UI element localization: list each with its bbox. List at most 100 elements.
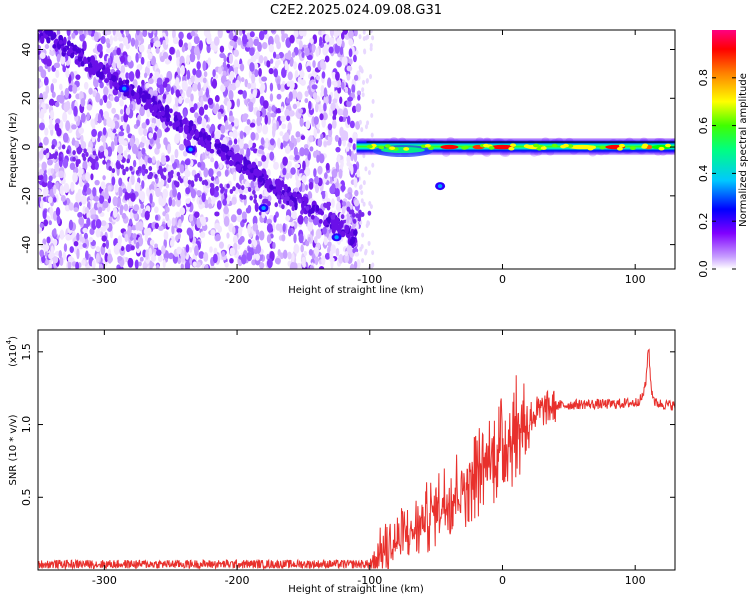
signal-core: [629, 146, 636, 151]
noise-blob: [50, 168, 55, 175]
noise-blob: [341, 56, 348, 66]
noise-blob: [371, 162, 375, 168]
noise-blob: [212, 69, 216, 78]
noise-blob: [151, 156, 156, 164]
noise-blob: [113, 55, 120, 64]
noise-blob: [72, 84, 78, 94]
signal-core: [658, 146, 665, 151]
noise-blob: [336, 195, 341, 202]
noise-blob: [348, 48, 353, 58]
noise-blob: [117, 90, 122, 98]
noise-blob: [96, 43, 103, 53]
noise-blob: [252, 239, 258, 248]
track-blob: [353, 229, 358, 236]
noise-blob: [236, 98, 241, 108]
noise-blob: [261, 155, 267, 162]
noise-blob: [355, 120, 361, 130]
noise-blob: [334, 134, 340, 142]
noise-blob: [189, 159, 194, 167]
track-blob: [164, 111, 170, 119]
noise-blob: [134, 259, 139, 269]
noise-blob: [349, 263, 355, 269]
noise-blob: [203, 199, 209, 209]
noise-blob: [318, 266, 325, 269]
noise-blob: [361, 92, 365, 98]
snr-multiplier-exp: 4: [5, 339, 13, 344]
noise-blob: [155, 117, 161, 128]
noise-blob: [114, 184, 119, 193]
noise-blob: [174, 133, 181, 144]
noise-blob: [233, 138, 238, 145]
noise-blob: [196, 190, 202, 196]
noise-blob: [309, 146, 314, 152]
noise-blob: [333, 30, 339, 38]
noise-blob: [55, 69, 60, 79]
noise-blob: [287, 251, 292, 260]
noise-blob: [328, 94, 332, 105]
track-blob: [151, 96, 156, 103]
noise-blob: [315, 75, 321, 81]
noise-blob: [171, 217, 176, 227]
noise-blob: [159, 84, 165, 95]
noise-blob: [323, 95, 329, 106]
noise-blob: [185, 187, 191, 195]
noise-blob: [232, 129, 238, 140]
noise-blob: [269, 82, 274, 92]
noise-blob: [339, 46, 344, 56]
track-blob: [272, 188, 277, 195]
noise-blob: [69, 162, 76, 171]
noise-blob: [293, 233, 297, 244]
noise-blob: [58, 170, 65, 179]
x-tick-label: 0: [499, 574, 506, 587]
noise-blob: [257, 149, 264, 155]
noise-blob: [304, 98, 309, 104]
noise-blob: [172, 30, 176, 40]
track-blob: [137, 166, 142, 172]
noise-blob: [363, 48, 367, 54]
noise-blob: [136, 119, 141, 127]
noise-blob: [323, 102, 327, 112]
noise-blob: [299, 147, 305, 157]
noise-blob: [210, 229, 216, 236]
noise-blob: [316, 154, 320, 163]
noise-blob: [325, 162, 330, 171]
y-tick-label: -40: [20, 236, 33, 254]
noise-blob: [39, 81, 44, 88]
noise-blob: [146, 187, 150, 197]
noise-blob: [248, 104, 254, 113]
noise-blob: [354, 251, 360, 257]
noise-blob: [343, 107, 349, 118]
snr-line: [38, 348, 675, 570]
track-blob: [305, 205, 310, 211]
colorbar-tick-label: 0.4: [697, 165, 710, 183]
track-blob: [111, 75, 117, 82]
track-blob: [290, 201, 295, 207]
noise-blob: [91, 128, 98, 138]
noise-blob: [224, 169, 229, 177]
noise-blob: [146, 60, 151, 68]
track-blob: [214, 138, 220, 144]
noise-blob: [148, 247, 152, 257]
noise-blob: [246, 147, 251, 158]
noise-blob: [146, 227, 152, 236]
track-blob: [125, 166, 129, 172]
noise-blob: [123, 150, 128, 159]
x-tick-label: -300: [92, 574, 117, 587]
noise-blob: [95, 218, 102, 229]
track-blob: [141, 94, 147, 103]
track-blob: [181, 118, 186, 125]
track-blob: [194, 129, 200, 139]
noise-blob: [337, 86, 342, 94]
noise-blob: [143, 72, 148, 79]
noise-blob: [295, 179, 302, 188]
noise-blob: [59, 229, 65, 240]
noise-blob: [302, 160, 306, 171]
noise-blob: [313, 127, 318, 139]
noise-blob: [276, 93, 282, 100]
noise-blob: [249, 93, 254, 100]
noise-blob: [269, 151, 275, 161]
noise-blob: [38, 65, 44, 73]
noise-blob: [345, 146, 350, 152]
